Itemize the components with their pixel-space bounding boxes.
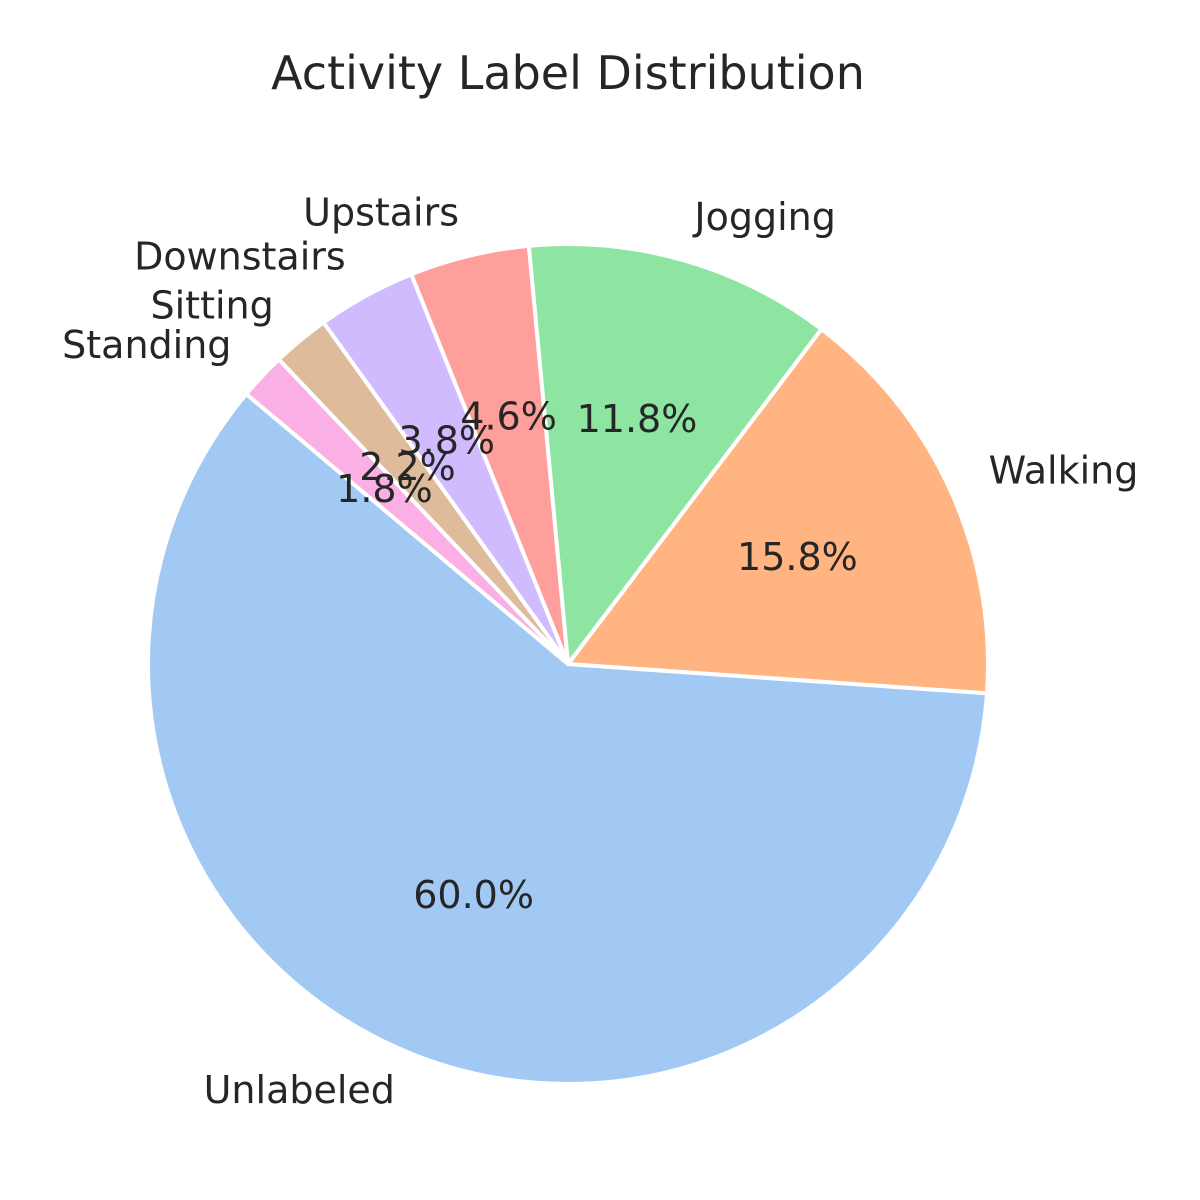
- pie-slice-walking: [566, 327, 990, 696]
- percent-label-jogging: 11.8%: [577, 397, 698, 441]
- slice-label-jogging: Jogging: [692, 195, 835, 239]
- percent-label-unlabeled: 60.0%: [413, 873, 534, 917]
- percent-label-downstairs: 3.8%: [398, 419, 495, 463]
- percent-label-standing: 1.8%: [336, 467, 433, 511]
- percent-labels: 60.0% 15.8% 11.8% 4.6%3.8%2.2%1.8%: [336, 395, 858, 918]
- slice-label-upstairs: Upstairs: [303, 191, 459, 235]
- percent-label-walking: 15.8%: [737, 535, 858, 579]
- chart-title: Activity Label Distribution: [271, 46, 865, 100]
- pie-slice-unlabeled: [146, 392, 989, 1086]
- pie-slice-jogging: [526, 242, 824, 666]
- pie-slices: [146, 242, 990, 1086]
- slice-label-sitting: Sitting: [151, 283, 274, 327]
- pie-slice-standing: [244, 357, 570, 666]
- slice-label-unlabeled: Unlabeled: [204, 1068, 395, 1112]
- slice-label-walking: Walking: [989, 448, 1139, 492]
- percent-label-sitting: 2.2%: [359, 445, 456, 489]
- slice-label-downstairs: Downstairs: [134, 234, 346, 278]
- slice-label-standing: Standing: [62, 323, 231, 367]
- slice-labels: Unlabeled Walking Jogging UpstairsDownstair…: [62, 191, 1138, 1112]
- percent-label-upstairs: 4.6%: [460, 395, 557, 439]
